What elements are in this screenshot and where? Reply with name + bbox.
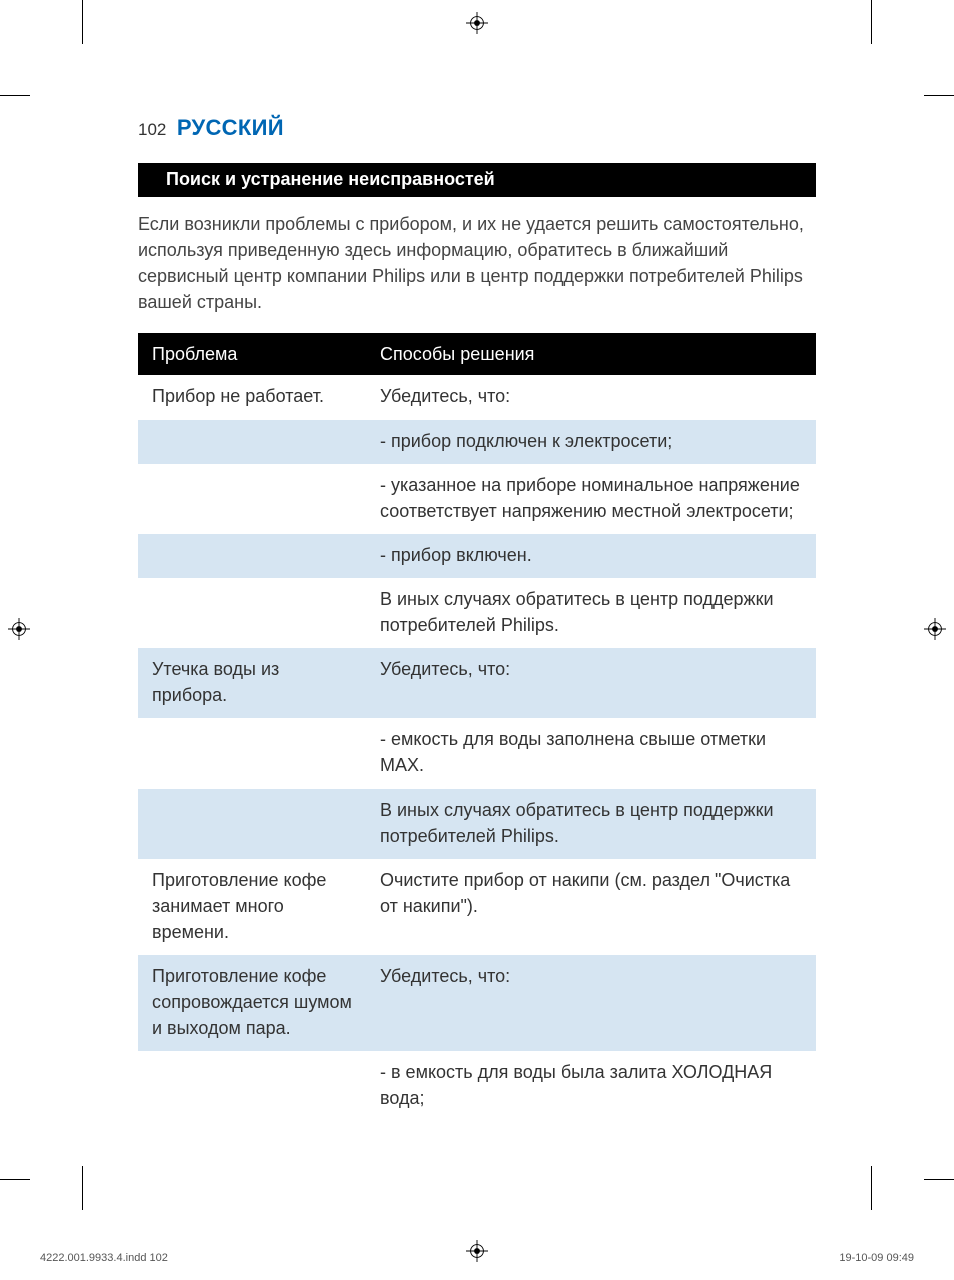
cell-solution: В иных случаях обратитесь в центр поддер…: [366, 578, 816, 648]
cell-solution: Очистите прибор от накипи (см. раздел "О…: [366, 859, 816, 955]
cell-solution: Убедитесь, что:: [366, 375, 816, 419]
cell-problem: Приготовление кофе занимает много времен…: [138, 859, 366, 955]
table-row: - указанное на приборе номинальное напря…: [138, 464, 816, 534]
table-row: - в емкость для воды была залита ХОЛОДНА…: [138, 1051, 816, 1121]
cell-problem: Прибор не работает.: [138, 375, 366, 419]
print-footer: 4222.001.9933.4.indd 102 19-10-09 09:49: [40, 1252, 914, 1264]
manual-page: 102 РУССКИЙ Поиск и устранение неисправн…: [82, 0, 872, 1280]
cell-problem: [138, 1051, 366, 1121]
col-header-solution: Способы решения: [366, 333, 816, 375]
cell-problem: [138, 464, 366, 534]
page-number: 102: [138, 120, 166, 139]
troubleshooting-table: Проблема Способы решения Прибор не работ…: [138, 333, 816, 1121]
table-row: - емкость для воды заполнена свыше отмет…: [138, 718, 816, 788]
crop-mark: [0, 1179, 30, 1180]
col-header-problem: Проблема: [138, 333, 366, 375]
section-title: Поиск и устранение неисправностей: [138, 163, 816, 197]
page-content: 102 РУССКИЙ Поиск и устранение неисправн…: [82, 115, 872, 1121]
registration-mark-icon: [8, 618, 30, 640]
table-row: В иных случаях обратитесь в центр поддер…: [138, 789, 816, 859]
cell-solution: - емкость для воды заполнена свыше отмет…: [366, 718, 816, 788]
cell-problem: Утечка воды из прибора.: [138, 648, 366, 718]
crop-mark: [0, 95, 30, 96]
cell-solution: - прибор включен.: [366, 534, 816, 578]
intro-paragraph: Если возникли проблемы с прибором, и их …: [138, 211, 816, 315]
page-header: 102 РУССКИЙ: [138, 115, 816, 141]
cell-problem: Приготовление кофе сопровождается шумом …: [138, 955, 366, 1051]
table-row: Прибор не работает.Убедитесь, что:: [138, 375, 816, 419]
table-row: В иных случаях обратитесь в центр поддер…: [138, 578, 816, 648]
cell-problem: [138, 534, 366, 578]
cell-problem: [138, 578, 366, 648]
table-row: Приготовление кофе занимает много времен…: [138, 859, 816, 955]
cell-solution: В иных случаях обратитесь в центр поддер…: [366, 789, 816, 859]
crop-mark: [924, 95, 954, 96]
cell-solution: - указанное на приборе номинальное напря…: [366, 464, 816, 534]
registration-mark-icon: [924, 618, 946, 640]
table-header-row: Проблема Способы решения: [138, 333, 816, 375]
cell-problem: [138, 718, 366, 788]
table-row: - прибор подключен к электросети;: [138, 420, 816, 464]
table-row: - прибор включен.: [138, 534, 816, 578]
footer-filename: 4222.001.9933.4.indd 102: [40, 1252, 168, 1264]
footer-datetime: 19-10-09 09:49: [839, 1252, 914, 1264]
table-row: Утечка воды из прибора.Убедитесь, что:: [138, 648, 816, 718]
language-title: РУССКИЙ: [177, 115, 284, 140]
crop-mark: [924, 1179, 954, 1180]
cell-solution: Убедитесь, что:: [366, 648, 816, 718]
table-row: Приготовление кофе сопровождается шумом …: [138, 955, 816, 1051]
cell-solution: Убедитесь, что:: [366, 955, 816, 1051]
cell-problem: [138, 789, 366, 859]
cell-solution: - прибор подключен к электросети;: [366, 420, 816, 464]
cell-solution: - в емкость для воды была залита ХОЛОДНА…: [366, 1051, 816, 1121]
cell-problem: [138, 420, 366, 464]
